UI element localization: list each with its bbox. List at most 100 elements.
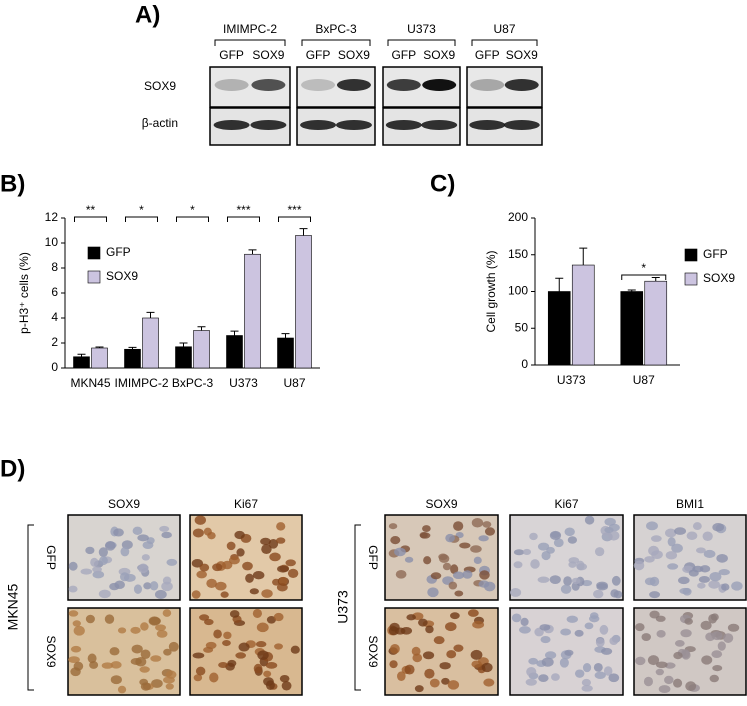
- panel-label: A): [135, 1, 160, 28]
- nucleus: [130, 626, 141, 634]
- nucleus: [553, 538, 564, 548]
- nucleus: [439, 662, 451, 670]
- nucleus: [581, 684, 593, 692]
- cell-line: U87: [493, 22, 515, 36]
- bar: [644, 280, 668, 366]
- nucleus: [537, 576, 550, 583]
- nucleus: [511, 613, 522, 623]
- nucleus: [277, 565, 289, 573]
- bar: [620, 291, 644, 366]
- band: [469, 120, 506, 130]
- nucleus: [253, 663, 263, 674]
- nucleus: [422, 525, 431, 533]
- x-tick-label: MKN45: [70, 376, 110, 390]
- nucleus: [513, 549, 525, 556]
- nucleus: [482, 521, 492, 528]
- nucleus: [272, 578, 281, 586]
- nucleus: [692, 522, 702, 530]
- nucleus: [454, 590, 464, 597]
- nucleus: [222, 560, 233, 570]
- nucleus: [483, 678, 495, 687]
- nucleus: [414, 685, 424, 693]
- nucleus: [194, 515, 206, 525]
- nucleus: [80, 568, 93, 575]
- band: [336, 79, 371, 91]
- nucleus: [226, 541, 236, 551]
- nucleus: [656, 630, 666, 638]
- nucleus: [593, 662, 603, 672]
- nucleus: [727, 623, 740, 632]
- cell-line: BxPC-3: [315, 22, 357, 36]
- nucleus: [193, 674, 203, 682]
- nucleus: [117, 627, 127, 634]
- nucleus: [68, 610, 79, 617]
- nucleus: [265, 662, 278, 669]
- column-label: Ki67: [554, 497, 578, 511]
- nucleus: [611, 575, 621, 586]
- nucleus: [252, 608, 263, 618]
- nucleus: [549, 530, 562, 540]
- nucleus: [594, 547, 605, 557]
- x-tick-label: U87: [283, 376, 305, 390]
- lane-label: GFP: [391, 48, 416, 62]
- sample-label: MKN45: [5, 583, 21, 630]
- nucleus: [453, 521, 464, 531]
- panel-label: D): [0, 455, 25, 482]
- error-bar: [77, 353, 86, 357]
- nucleus: [571, 577, 581, 585]
- panel-label: B): [0, 170, 25, 197]
- y-tick-label: 10: [45, 235, 59, 249]
- nucleus: [692, 565, 704, 573]
- error-bar: [281, 333, 290, 338]
- nucleus: [278, 576, 288, 586]
- nucleus: [412, 653, 423, 663]
- row-label: SOX9: [144, 79, 176, 93]
- nucleus: [655, 661, 668, 669]
- nucleus: [235, 652, 246, 659]
- nucleus: [274, 643, 283, 650]
- y-tick-label: 150: [508, 247, 528, 261]
- nucleus: [673, 651, 683, 660]
- nucleus: [400, 626, 413, 635]
- column-label: BMI1: [676, 497, 704, 511]
- nucleus: [215, 581, 227, 591]
- nucleus: [92, 566, 102, 573]
- nucleus: [430, 572, 442, 580]
- nucleus: [132, 526, 143, 536]
- nucleus: [603, 666, 613, 676]
- nucleus: [459, 542, 471, 549]
- y-tick-label: 6: [51, 285, 58, 299]
- nucleus: [608, 673, 620, 683]
- nucleus: [596, 581, 608, 589]
- nucleus: [471, 660, 482, 668]
- nucleus: [667, 563, 679, 570]
- nucleus: [192, 652, 205, 659]
- nucleus: [389, 660, 398, 669]
- nucleus: [470, 545, 482, 553]
- nucleus: [196, 570, 207, 579]
- bar: [73, 356, 90, 369]
- nucleus: [228, 556, 240, 565]
- nucleus: [113, 528, 124, 537]
- nucleus: [703, 549, 716, 558]
- nucleus: [204, 618, 214, 626]
- nucleus: [418, 618, 428, 627]
- nucleus: [452, 571, 465, 580]
- lane-label: GFP: [306, 48, 331, 62]
- column-label: Ki67: [234, 497, 258, 511]
- sig-bracket: [125, 216, 158, 222]
- nucleus: [261, 589, 273, 598]
- nucleus: [222, 640, 231, 647]
- nucleus: [149, 581, 159, 591]
- nucleus: [212, 563, 223, 572]
- nucleus: [528, 657, 539, 665]
- nucleus: [647, 655, 660, 666]
- nucleus: [139, 666, 150, 673]
- nucleus: [530, 559, 540, 569]
- nucleus: [445, 533, 455, 543]
- error-bar: [651, 277, 660, 282]
- nucleus: [447, 680, 460, 690]
- legend-label: SOX9: [703, 271, 735, 285]
- bar: [226, 335, 243, 369]
- nucleus: [104, 540, 116, 551]
